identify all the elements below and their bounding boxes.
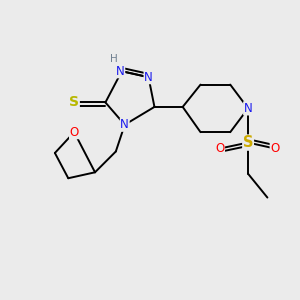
Text: O: O: [270, 142, 280, 155]
Text: N: N: [144, 71, 153, 84]
Text: O: O: [70, 126, 79, 139]
Text: S: S: [243, 135, 253, 150]
Text: S: S: [69, 95, 79, 110]
Text: N: N: [116, 65, 125, 78]
Text: O: O: [215, 142, 224, 155]
Text: N: N: [244, 102, 253, 115]
Text: N: N: [120, 118, 129, 131]
Text: H: H: [110, 54, 118, 64]
